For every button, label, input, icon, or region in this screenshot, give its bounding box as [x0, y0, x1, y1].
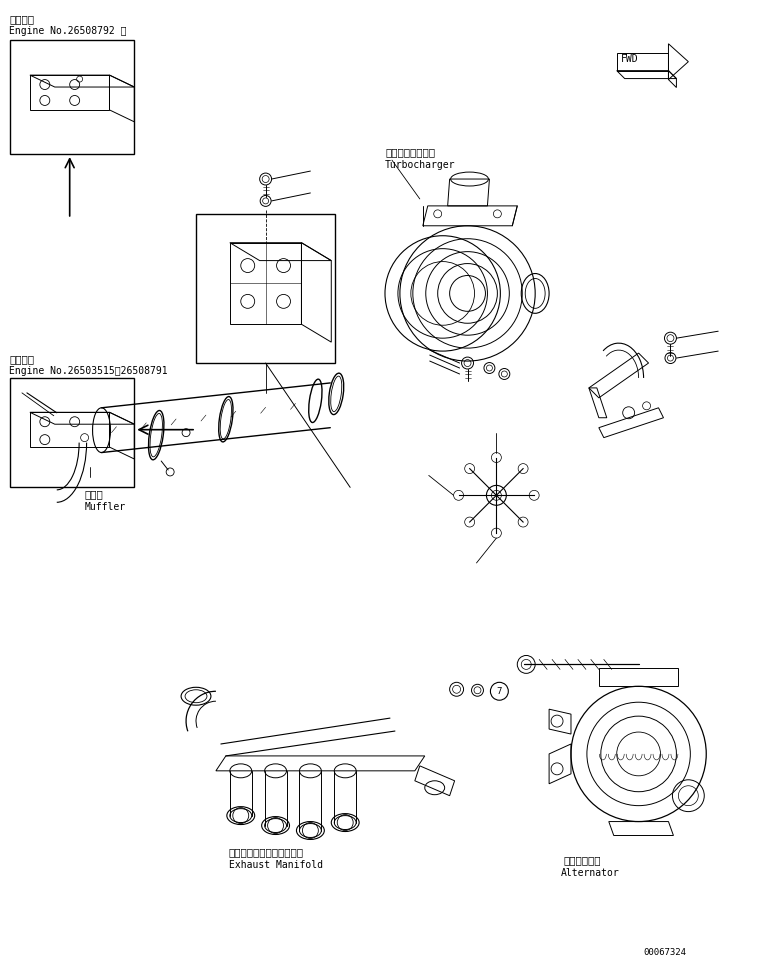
Bar	[599, 669, 679, 686]
Text: Alternator: Alternator	[561, 868, 620, 878]
Text: エキゾーストマニホールド: エキゾーストマニホールド	[229, 848, 304, 857]
Text: FWD: FWD	[620, 54, 638, 63]
Text: マフラ: マフラ	[85, 490, 103, 499]
Bar	[10, 40, 135, 154]
Text: 7: 7	[496, 687, 502, 696]
Text: 適用号機: 適用号機	[9, 354, 34, 364]
Text: 00067324: 00067324	[643, 947, 686, 957]
Text: Turbocharger: Turbocharger	[385, 160, 455, 171]
Bar	[196, 214, 335, 363]
Text: Muffler: Muffler	[85, 502, 125, 513]
Text: Engine No.26508792 ～: Engine No.26508792 ～	[9, 26, 126, 35]
Text: オルタネータ: オルタネータ	[563, 855, 601, 865]
Text: Engine No.26503515～26508791: Engine No.26503515～26508791	[9, 366, 168, 376]
Text: 通用号機: 通用号機	[9, 14, 34, 24]
Text: Exhaust Manifold: Exhaust Manifold	[229, 860, 323, 871]
Text: ターボチャージャ: ターボチャージャ	[385, 148, 435, 157]
Bar	[10, 378, 135, 488]
